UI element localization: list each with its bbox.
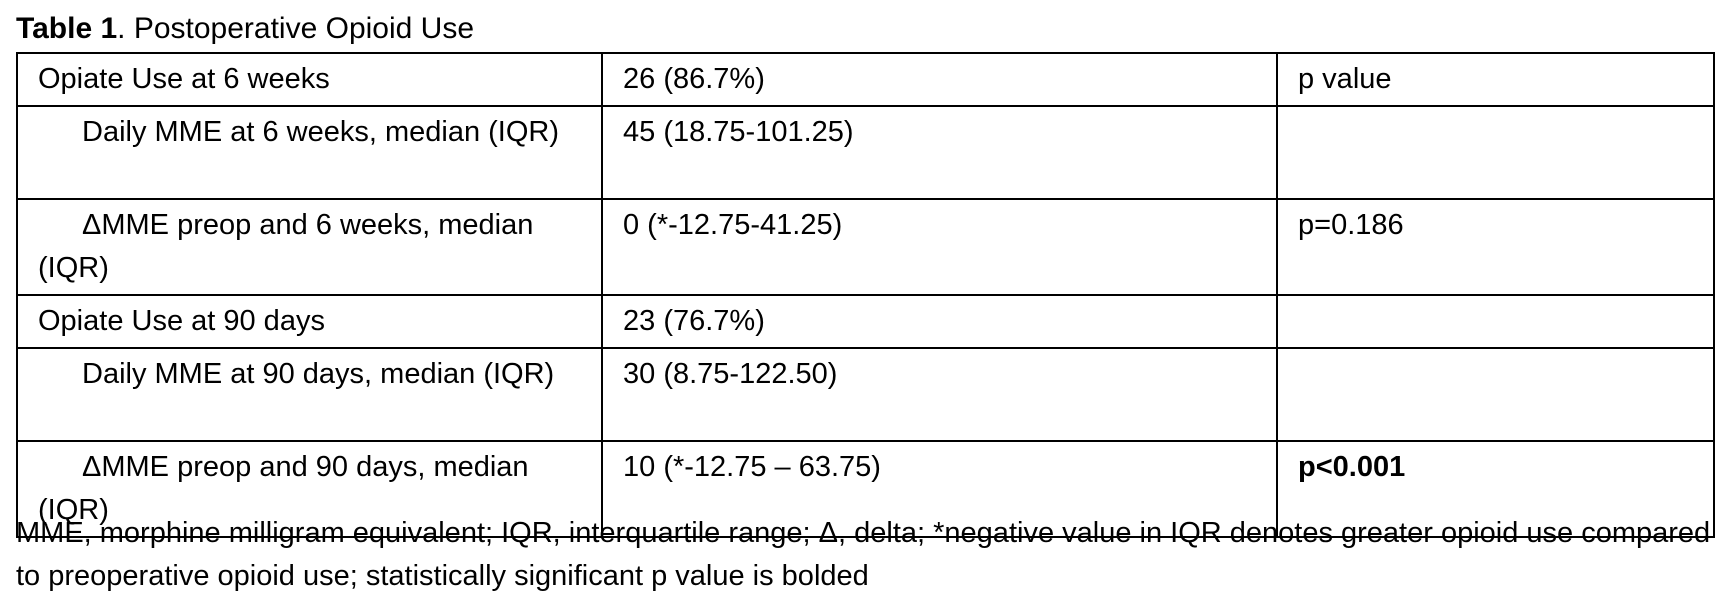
row-value: 30 (8.75-122.50) bbox=[623, 358, 838, 390]
row-value-cell: 10 (*-12.75 – 63.75) bbox=[601, 440, 1278, 538]
row-label-cell: Opiate Use at 6 weeks bbox=[16, 52, 603, 107]
p-value-significant: p<0.001 bbox=[1298, 451, 1406, 483]
row-value-cell: 0 (*-12.75-41.25) bbox=[601, 198, 1278, 296]
row-label: Opiate Use at 90 days bbox=[38, 305, 325, 337]
row-value-cell: 26 (86.7%) bbox=[601, 52, 1278, 107]
row-value: 10 (*-12.75 – 63.75) bbox=[623, 451, 881, 483]
table-row: ΔMME preop and 90 days, median (IQR) 10 … bbox=[16, 440, 1715, 538]
table-caption: Table 1. Postoperative Opioid Use bbox=[16, 10, 474, 48]
p-value-cell: p value bbox=[1276, 52, 1715, 107]
p-value: p=0.186 bbox=[1298, 209, 1404, 241]
p-value-header: p value bbox=[1298, 63, 1392, 95]
table-caption-title: . Postoperative Opioid Use bbox=[117, 12, 475, 45]
row-value-cell: 30 (8.75-122.50) bbox=[601, 347, 1278, 442]
table-row: Daily MME at 6 weeks, median (IQR) 45 (1… bbox=[16, 105, 1715, 200]
row-label: ΔMME preop and 6 weeks, median (IQR) bbox=[38, 209, 534, 284]
p-value-cell: p<0.001 bbox=[1276, 440, 1715, 538]
row-value: 45 (18.75-101.25) bbox=[623, 116, 854, 148]
row-value-cell: 23 (76.7%) bbox=[601, 294, 1278, 349]
row-label: Opiate Use at 6 weeks bbox=[38, 63, 330, 95]
table-row: Daily MME at 90 days, median (IQR) 30 (8… bbox=[16, 347, 1715, 442]
row-value: 23 (76.7%) bbox=[623, 305, 765, 337]
table-row: Opiate Use at 90 days 23 (76.7%) bbox=[16, 294, 1715, 349]
row-label-cell: Daily MME at 6 weeks, median (IQR) bbox=[16, 105, 603, 200]
row-label: Daily MME at 6 weeks, median (IQR) bbox=[82, 116, 560, 148]
row-value-cell: 45 (18.75-101.25) bbox=[601, 105, 1278, 200]
row-label-cell: ΔMME preop and 90 days, median (IQR) bbox=[16, 440, 603, 538]
row-value: 0 (*-12.75-41.25) bbox=[623, 209, 843, 241]
table-row: ΔMME preop and 6 weeks, median (IQR) 0 (… bbox=[16, 198, 1715, 296]
p-value-cell bbox=[1276, 294, 1715, 349]
p-value-cell: p=0.186 bbox=[1276, 198, 1715, 296]
opioid-use-table: Opiate Use at 6 weeks 26 (86.7%) p value… bbox=[16, 52, 1715, 538]
row-label: ΔMME preop and 90 days, median (IQR) bbox=[38, 451, 529, 526]
table-footnote: MME, morphine milligram equivalent; IQR,… bbox=[16, 517, 1711, 592]
row-value: 26 (86.7%) bbox=[623, 63, 765, 95]
row-label-cell: Daily MME at 90 days, median (IQR) bbox=[16, 347, 603, 442]
row-label-cell: ΔMME preop and 6 weeks, median (IQR) bbox=[16, 198, 603, 296]
table-caption-label: Table 1 bbox=[16, 12, 118, 45]
p-value-cell bbox=[1276, 105, 1715, 200]
row-label: Daily MME at 90 days, median (IQR) bbox=[82, 358, 555, 390]
p-value-cell bbox=[1276, 347, 1715, 442]
row-label-cell: Opiate Use at 90 days bbox=[16, 294, 603, 349]
table-row: Opiate Use at 6 weeks 26 (86.7%) p value bbox=[16, 52, 1715, 107]
